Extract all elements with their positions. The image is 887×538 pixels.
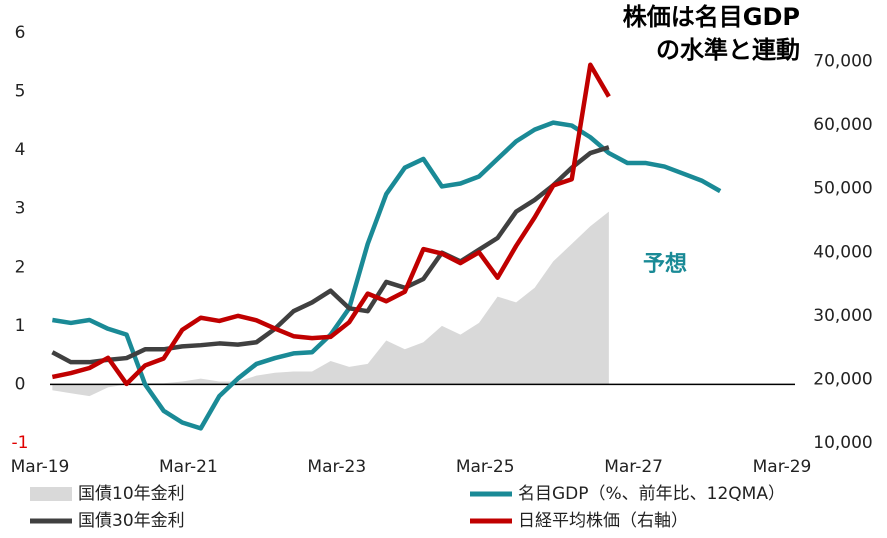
y-tick-label: 3 <box>15 199 26 219</box>
legend-label: 国債30年金利 <box>78 511 185 531</box>
x-tick-label: Mar-23 <box>307 457 366 477</box>
y2-tick-label: 70,000 <box>813 52 872 72</box>
y2-tick-label: 20,000 <box>813 369 872 389</box>
y-tick-label: 6 <box>15 23 26 43</box>
chart-title: の水準と連動 <box>656 36 800 64</box>
legend-label: 国債10年金利 <box>78 484 185 504</box>
y-tick-label: 2 <box>15 257 26 277</box>
y2-tick-label: 10,000 <box>813 433 872 453</box>
y-tick-label: -1 <box>12 433 29 453</box>
x-tick-label: Mar-21 <box>159 457 218 477</box>
legend-label: 日経平均株価（右軸） <box>518 511 688 531</box>
y-tick-label: 4 <box>15 140 26 160</box>
y2-tick-label: 50,000 <box>813 179 872 199</box>
area <box>52 211 609 397</box>
line <box>51 62 611 387</box>
y2-tick-label: 60,000 <box>813 115 872 135</box>
legend-swatch <box>30 487 72 501</box>
forecast-label: 予想 <box>643 252 687 277</box>
chart-title: 株価は名目GDP <box>623 3 800 31</box>
y-tick-label: 1 <box>15 316 26 336</box>
x-tick-label: Mar-25 <box>456 457 515 477</box>
x-tick-label: Mar-29 <box>753 457 812 477</box>
legend-label: 名目GDP（%、前年比、12QMA） <box>518 484 785 504</box>
y-tick-label: 0 <box>15 374 26 394</box>
y2-tick-label: 40,000 <box>813 242 872 262</box>
line <box>52 120 722 431</box>
line <box>51 145 610 365</box>
x-tick-label: Mar-19 <box>11 457 70 477</box>
y-tick-label: 5 <box>15 82 26 102</box>
x-tick-label: Mar-27 <box>604 457 663 477</box>
y2-tick-label: 30,000 <box>813 306 872 326</box>
